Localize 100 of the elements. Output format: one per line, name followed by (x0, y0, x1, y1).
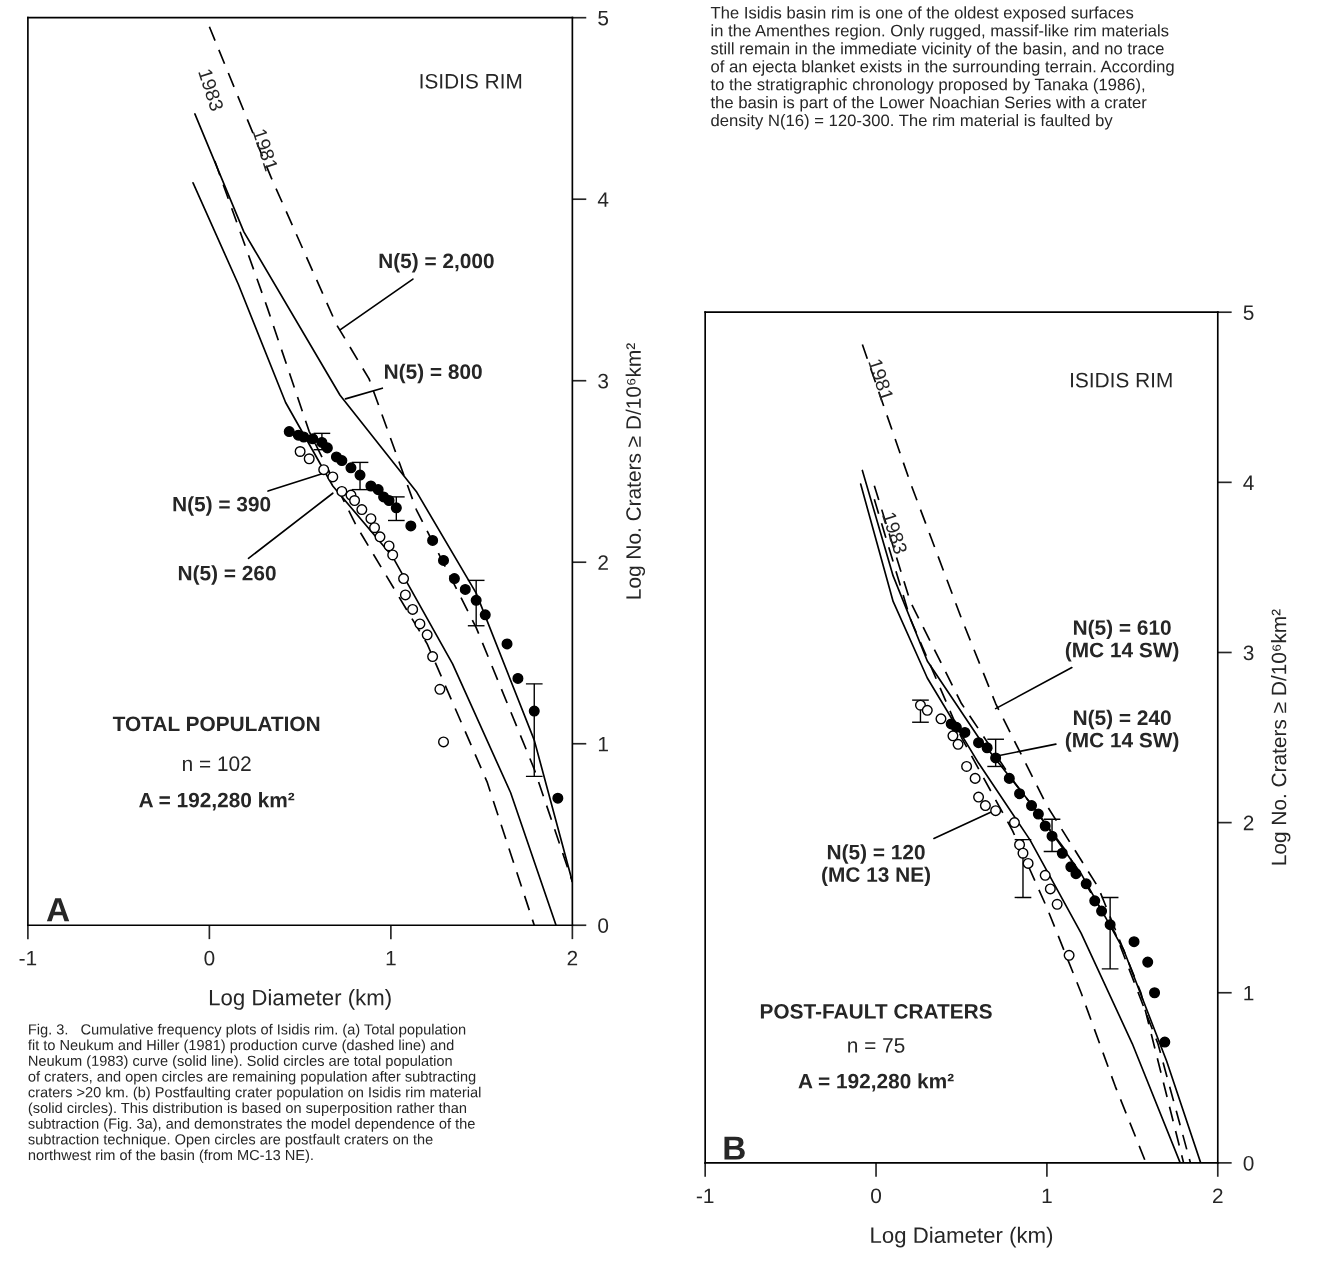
y-tick-label: 1 (598, 736, 608, 752)
point (961, 760, 973, 772)
point (1080, 878, 1092, 890)
point (512, 672, 524, 684)
point (307, 433, 319, 445)
point (369, 522, 381, 534)
x-axis-title: Log Diameter (km) (209, 989, 391, 1010)
point (1046, 830, 1058, 842)
annotation: n = 102 (182, 756, 251, 772)
x-tick-label: 2 (1213, 1188, 1223, 1203)
point (1159, 1036, 1171, 1048)
annotation: B (724, 1136, 745, 1160)
x-tick-label: 0 (204, 950, 215, 966)
y-tick-label: 0 (598, 918, 609, 933)
x-tick-label: -1 (696, 1188, 714, 1203)
point (1142, 956, 1154, 968)
point (1032, 808, 1044, 820)
point (969, 772, 981, 784)
annotation: N(5) = 800 (385, 363, 482, 384)
point (365, 513, 377, 525)
point (470, 594, 482, 606)
point (1008, 817, 1020, 829)
annotation: N(5) = 260 (178, 565, 276, 585)
y-axis-title: Log No. Craters ≥ D/10⁶km² (625, 343, 646, 599)
y-tick-label: 0 (1243, 1155, 1254, 1171)
text: The Isidis basin rim is one of the oldest exposed surfaces in the Amenthes region. Only rugged, massif-like rim materials still remain in the immediate vicinity of the basin, and no trace of an ejecta blanket exists in the surrounding terrain. According to the stratigraphic chronology proposed by Tanaka (1986), the basin is part of the Lower Noachian Series with a crater density N(16) = 120-300. The rim material is faulted by (710, 6, 1174, 130)
point (383, 540, 395, 552)
annotation: 1983 (198, 68, 224, 112)
point (973, 737, 985, 749)
point (327, 471, 339, 483)
point (448, 573, 460, 585)
point (336, 485, 348, 497)
point (318, 464, 330, 476)
point (356, 504, 368, 516)
point (405, 520, 417, 532)
point (459, 583, 471, 595)
point (303, 453, 315, 465)
point (973, 791, 985, 803)
point (349, 495, 361, 507)
y-tick-label: 1 (1244, 985, 1254, 1001)
text: Fig. 3. Cumulative frequency plots of Isidis rim. (a) Total population fit to Neukum and Hiller (1981) production curve (dashed line) and Neukum (1983) curve (solid line). Solid circles are total population of craters, and open circles are remaining population after subtracting craters >20 km. (b) Postfaulting crater population on Isidis rim material (solid circles). This distribution is based on superposition rather than subtraction (Fig. 3a), and demonstrates the model dependence of the subtraction technique. Open circles are postfault craters on the northwest rim of the basin (from MC-13 NE). (28, 1023, 481, 1164)
annotation: N(5) = 390 (173, 496, 271, 516)
point (501, 638, 513, 650)
y-tick-label: 2 (1243, 815, 1254, 831)
point (1149, 987, 1161, 999)
point (479, 609, 491, 621)
point (1089, 895, 1101, 907)
y-tick-label: 3 (598, 373, 609, 389)
x-tick-label: -1 (19, 951, 37, 966)
y-axis-title: Log No. Craters ≥ D/10⁶km² (1271, 609, 1291, 865)
annotation: 1983 (881, 511, 908, 555)
point (387, 549, 399, 561)
point (1056, 847, 1068, 859)
point (1014, 788, 1026, 800)
point (528, 705, 540, 717)
point (414, 618, 426, 630)
point (283, 426, 295, 438)
point (345, 462, 357, 474)
annotation: POST-FAULT CRATERS (760, 1004, 992, 1019)
point (990, 805, 1002, 817)
point (1104, 919, 1116, 931)
annotation: N(5) = 2,000 (379, 253, 494, 273)
point (947, 730, 959, 742)
annotation: ISIDIS RIM (1071, 372, 1172, 388)
annotation: 1981 (252, 128, 279, 172)
annotation: TOTAL POPULATION (112, 716, 320, 732)
point (959, 726, 971, 738)
point (399, 589, 411, 601)
annotation: ISIDIS RIM (420, 73, 522, 89)
y-tick-label: 3 (1243, 645, 1254, 661)
point (952, 738, 964, 750)
point (294, 445, 306, 458)
point (1026, 800, 1038, 812)
annotation: N(5) = 610 (MC 14 SW) (1065, 619, 1179, 662)
annotation: 1981 (868, 358, 894, 402)
annotation: n = 75 (848, 1038, 905, 1053)
x-tick-label: 2 (567, 950, 578, 966)
point (398, 573, 410, 585)
annotation: N(5) = 240 (MC 14 SW) (1065, 709, 1179, 752)
annotation: A = 192,280 km² (798, 1073, 954, 1092)
annotation: A = 192,280 km² (139, 792, 295, 811)
point (1070, 868, 1082, 880)
point (1017, 847, 1029, 859)
point (979, 800, 991, 812)
point (321, 442, 333, 454)
x-tick-label: 1 (1042, 1188, 1052, 1203)
point (336, 455, 348, 467)
point (921, 704, 933, 716)
x-axis-title: Log Diameter (km) (871, 1226, 1053, 1248)
point (427, 651, 439, 663)
annotation: N(5) = 120 (MC 13 NE) (822, 844, 930, 887)
point (552, 792, 564, 804)
point (427, 534, 439, 546)
point (1044, 883, 1056, 895)
x-tick-label: 0 (871, 1188, 882, 1204)
point (383, 495, 395, 507)
point (354, 469, 366, 481)
y-tick-label: 4 (1243, 475, 1254, 490)
point (990, 752, 1002, 764)
point (935, 713, 947, 725)
